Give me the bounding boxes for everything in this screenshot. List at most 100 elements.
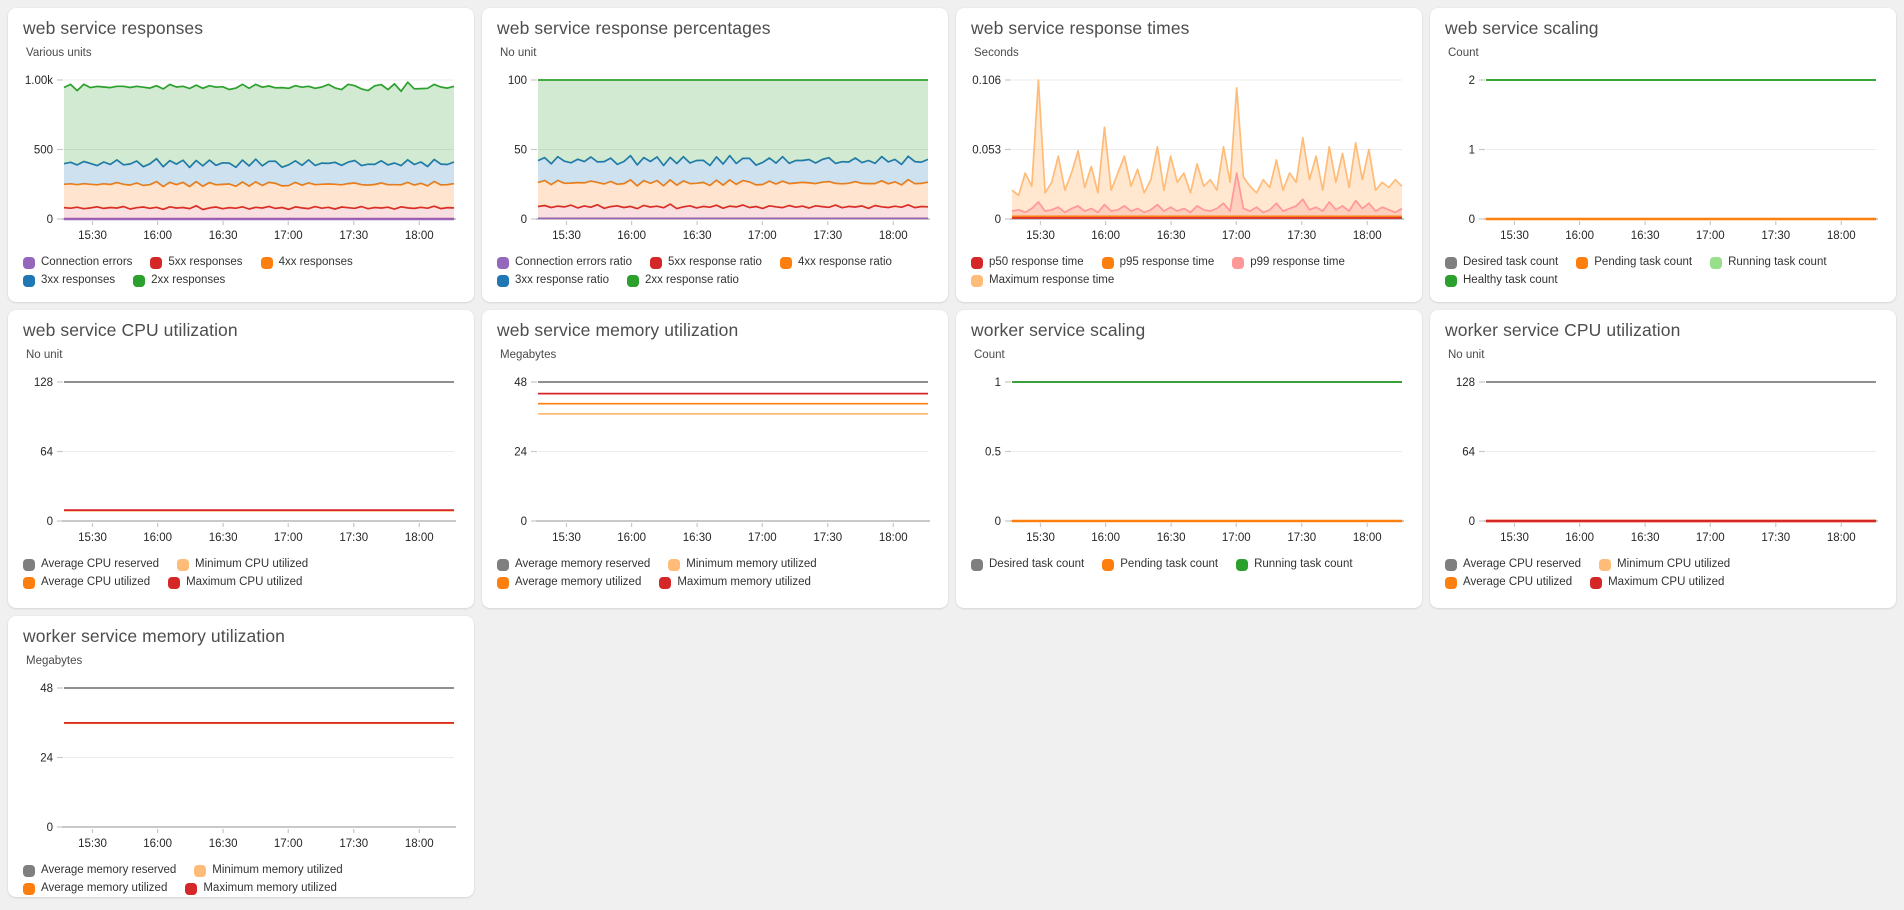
legend-item-maximum-cpu-utilized[interactable]: Maximum CPU utilized — [1590, 575, 1724, 590]
legend-label: Average memory utilized — [515, 576, 642, 588]
svg-text:0.5: 0.5 — [985, 447, 1001, 459]
panel-title: worker service CPU utilization — [1445, 320, 1681, 340]
legend-item-running-task-count[interactable]: Running task count — [1710, 255, 1827, 270]
svg-text:17:30: 17:30 — [1761, 230, 1790, 242]
svg-text:1: 1 — [995, 377, 1001, 389]
svg-text:1.00k: 1.00k — [25, 75, 53, 87]
svg-text:18:00: 18:00 — [405, 532, 434, 544]
chart-canvas[interactable]: 0 500 1.00k 15:30 16:00 16:30 17:00 17:30 18:00 — [8, 66, 474, 248]
svg-text:16:00: 16:00 — [617, 230, 646, 242]
legend-item-average-memory-reserved[interactable]: Average memory reserved — [23, 863, 176, 878]
svg-text:48: 48 — [40, 683, 53, 695]
svg-text:128: 128 — [34, 377, 53, 389]
legend-item-connection-errors-ratio[interactable]: Connection errors ratio — [497, 255, 632, 270]
panel-title: worker service scaling — [971, 320, 1146, 340]
svg-text:0.053: 0.053 — [972, 145, 1001, 157]
legend-item-average-cpu-reserved[interactable]: Average CPU reserved — [23, 557, 159, 572]
svg-text:0: 0 — [47, 822, 53, 834]
svg-text:64: 64 — [40, 447, 53, 459]
legend-item-average-memory-utilized[interactable]: Average memory utilized — [497, 575, 641, 590]
legend-item-2xx-responses[interactable]: 2xx responses — [133, 273, 225, 288]
legend-swatch-icon — [649, 256, 662, 269]
chart-legend: Average CPU reserved Minimum CPU utilized… — [23, 557, 353, 590]
panel-title: web service memory utilization — [497, 320, 739, 340]
svg-text:0: 0 — [1469, 214, 1475, 226]
svg-text:17:00: 17:00 — [274, 230, 303, 242]
legend-item-maximum-memory-utilized[interactable]: Maximum memory utilized — [659, 575, 811, 590]
svg-text:16:30: 16:30 — [209, 532, 238, 544]
chart-canvas[interactable]: 0 1 2 15:30 16:00 16:30 17:00 17:30 18:00 — [1430, 66, 1896, 248]
svg-text:17:00: 17:00 — [748, 532, 777, 544]
legend-swatch-icon — [185, 882, 198, 895]
chart-legend: Desired task count Pending task count Runn… — [1445, 255, 1869, 288]
legend-item-3xx-response-ratio[interactable]: 3xx response ratio — [497, 273, 609, 288]
legend-item-maximum-response-time[interactable]: Maximum response time — [971, 273, 1114, 288]
legend-item-average-memory-reserved[interactable]: Average memory reserved — [497, 557, 650, 572]
svg-text:17:30: 17:30 — [1287, 230, 1316, 242]
svg-text:16:00: 16:00 — [143, 838, 172, 850]
legend-swatch-icon — [1445, 274, 1457, 287]
legend-item-maximum-cpu-utilized[interactable]: Maximum CPU utilized — [168, 575, 302, 590]
legend-item-minimum-memory-utilized[interactable]: Minimum memory utilized — [668, 557, 817, 572]
legend-swatch-icon — [1445, 576, 1457, 589]
legend-item-p95-response-time[interactable]: p95 response time — [1101, 255, 1214, 270]
svg-text:18:00: 18:00 — [879, 532, 908, 544]
chart-canvas[interactable]: 0 50 100 15:30 16:00 16:30 17:00 17:30 18:00 — [482, 66, 948, 248]
chart-canvas[interactable]: 0 0.5 1 15:30 16:00 16:30 17:00 17:30 18:00 — [956, 368, 1422, 550]
legend-item-minimum-cpu-utilized[interactable]: Minimum CPU utilized — [177, 557, 308, 572]
legend-item-pending-task-count[interactable]: Pending task count — [1102, 557, 1218, 572]
legend-label: Minimum CPU utilized — [1617, 558, 1731, 570]
svg-text:16:00: 16:00 — [1565, 532, 1594, 544]
legend-swatch-icon — [1101, 256, 1114, 269]
panel-web-service-response-percentages: web service response percentages No unit… — [482, 8, 948, 302]
legend-swatch-icon — [168, 576, 181, 589]
legend-item-maximum-memory-utilized[interactable]: Maximum memory utilized — [185, 881, 337, 896]
svg-text:64: 64 — [1462, 447, 1475, 459]
legend-item-desired-task-count[interactable]: Desired task count — [971, 557, 1084, 572]
legend-item-p50-response-time[interactable]: p50 response time — [971, 255, 1084, 270]
legend-swatch-icon — [1590, 576, 1603, 589]
chart-canvas[interactable]: 0 0.053 0.106 15:30 16:00 16:30 17:00 17:30 18:0… — [956, 66, 1422, 248]
legend-item-5xx-responses[interactable]: 5xx responses — [150, 255, 243, 270]
chart-canvas[interactable]: 0 24 48 15:30 16:00 16:30 17:00 17:30 18:00 — [482, 368, 948, 550]
legend-item-p99-response-time[interactable]: p99 response time — [1232, 255, 1345, 270]
legend-item-average-cpu-utilized[interactable]: Average CPU utilized — [23, 575, 150, 590]
panel-worker-service-memory-utilization: worker service memory utilization Megaby… — [8, 616, 474, 897]
legend-item-pending-task-count[interactable]: Pending task count — [1576, 255, 1692, 270]
legend-item-2xx-response-ratio[interactable]: 2xx response ratio — [626, 273, 739, 288]
legend-item-3xx-responses[interactable]: 3xx responses — [23, 273, 115, 288]
legend-item-connection-errors[interactable]: Connection errors — [23, 255, 132, 270]
chart-legend: Average memory reserved Minimum memory ut… — [497, 557, 827, 590]
legend-swatch-icon — [23, 882, 35, 895]
panel-title: web service response times — [971, 18, 1190, 38]
legend-label: Average CPU reserved — [1463, 558, 1582, 570]
svg-text:17:00: 17:00 — [274, 532, 303, 544]
chart-canvas[interactable]: 0 64 128 15:30 16:00 16:30 17:00 17:30 18:00 — [8, 368, 474, 550]
legend-item-running-task-count[interactable]: Running task count — [1236, 557, 1353, 572]
panel-title: web service CPU utilization — [23, 320, 238, 340]
legend-item-4xx-responses[interactable]: 4xx responses — [260, 255, 353, 270]
chart-legend: Average memory reserved Minimum memory ut… — [23, 863, 353, 896]
legend-item-minimum-cpu-utilized[interactable]: Minimum CPU utilized — [1599, 557, 1730, 572]
legend-swatch-icon — [1576, 256, 1589, 269]
chart-canvas[interactable]: 0 24 48 15:30 16:00 16:30 17:00 17:30 18:00 — [8, 674, 474, 856]
legend-label: Average memory reserved — [515, 558, 651, 570]
legend-item-minimum-memory-utilized[interactable]: Minimum memory utilized — [194, 863, 343, 878]
svg-text:16:30: 16:30 — [209, 838, 238, 850]
svg-text:16:30: 16:30 — [1631, 230, 1660, 242]
legend-item-healthy-task-count[interactable]: Healthy task count — [1445, 273, 1558, 288]
legend-item-4xx-response-ratio[interactable]: 4xx response ratio — [779, 255, 892, 270]
legend-item-average-cpu-reserved[interactable]: Average CPU reserved — [1445, 557, 1581, 572]
legend-item-average-memory-utilized[interactable]: Average memory utilized — [23, 881, 167, 896]
svg-text:15:30: 15:30 — [1026, 230, 1055, 242]
svg-text:15:30: 15:30 — [78, 230, 107, 242]
legend-item-5xx-response-ratio[interactable]: 5xx response ratio — [649, 255, 762, 270]
svg-text:16:00: 16:00 — [617, 532, 646, 544]
svg-text:15:30: 15:30 — [78, 532, 107, 544]
legend-label: 4xx response ratio — [797, 256, 892, 268]
legend-swatch-icon — [260, 256, 273, 269]
panel-unit-label: Megabytes — [26, 655, 83, 667]
chart-canvas[interactable]: 0 64 128 15:30 16:00 16:30 17:00 17:30 18:00 — [1430, 368, 1896, 550]
legend-item-average-cpu-utilized[interactable]: Average CPU utilized — [1445, 575, 1572, 590]
legend-item-desired-task-count[interactable]: Desired task count — [1445, 255, 1558, 270]
